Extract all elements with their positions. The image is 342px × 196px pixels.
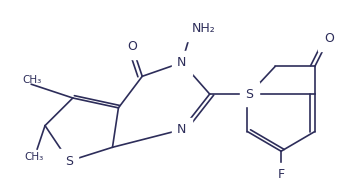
Text: O: O — [127, 40, 137, 53]
Text: O: O — [324, 32, 334, 45]
Text: F: F — [278, 168, 285, 181]
Text: CH₃: CH₃ — [25, 152, 44, 162]
Text: N: N — [177, 56, 187, 69]
Text: S: S — [245, 88, 253, 101]
Text: NH₂: NH₂ — [192, 23, 215, 35]
Text: S: S — [65, 155, 73, 168]
Text: CH₃: CH₃ — [23, 75, 42, 85]
Text: N: N — [177, 123, 187, 136]
